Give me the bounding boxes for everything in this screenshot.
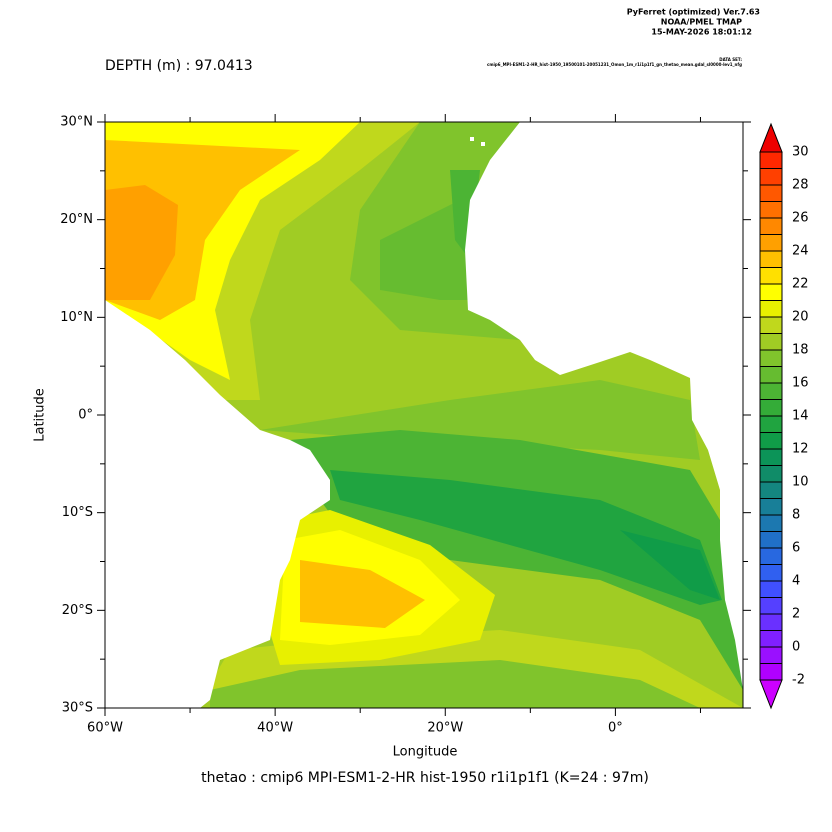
colorbar-band xyxy=(760,498,782,515)
colorbar-band xyxy=(760,185,782,202)
colorbar-band xyxy=(760,416,782,433)
x-tick-label: 40°W xyxy=(257,721,293,736)
colorbar-band xyxy=(760,531,782,548)
colorbar-tick-label: 6 xyxy=(792,541,800,556)
colorbar-band xyxy=(760,548,782,565)
colorbar-band xyxy=(760,333,782,350)
colorbar-band xyxy=(760,267,782,284)
colorbar-tick-label: 4 xyxy=(792,574,800,589)
x-tick-label: 60°W xyxy=(87,721,123,736)
colorbar-band xyxy=(760,614,782,631)
colorbar-band xyxy=(760,564,782,581)
colorbar-band xyxy=(760,366,782,383)
colorbar-tick-label: 30 xyxy=(792,145,809,160)
colorbar-tick-label: 14 xyxy=(792,409,809,424)
colorbar-band xyxy=(760,218,782,235)
y-axis-label: Latitude xyxy=(33,388,48,442)
colorbar-tick-label: 10 xyxy=(792,475,809,490)
y-tick-label: 30°N xyxy=(60,115,93,130)
colorbar-band xyxy=(760,399,782,416)
colorbar-band xyxy=(760,300,782,317)
program: PyFerret (optimized) Ver.7.63 xyxy=(627,8,760,17)
colorbar-band xyxy=(760,581,782,598)
y-tick-label: 10°N xyxy=(60,310,93,325)
colorbar-band xyxy=(760,234,782,251)
colorbar-over xyxy=(759,122,783,153)
colorbar-band xyxy=(760,482,782,499)
colorbar-band xyxy=(760,201,782,218)
colorbar-band xyxy=(760,630,782,647)
y-tick-label: 20°N xyxy=(60,212,93,227)
colorbar-band xyxy=(760,350,782,367)
colorbar-band xyxy=(760,432,782,449)
colorbar-tick-label: 20 xyxy=(792,310,809,325)
x-tick-label: 20°W xyxy=(427,721,463,736)
x-axis-label: Longitude xyxy=(393,745,458,760)
colorbar-band xyxy=(760,465,782,482)
colorbar-band xyxy=(760,449,782,466)
colorbar-tick-label: -2 xyxy=(792,673,805,688)
chart-title: DEPTH (m) : 97.0413 xyxy=(105,58,253,74)
date: 15-MAY-2026 18:01:12 xyxy=(651,28,752,37)
y-tick-label: 20°S xyxy=(62,603,93,618)
colorbar-band xyxy=(760,284,782,301)
colorbar-tick-label: 26 xyxy=(792,211,809,226)
colorbar-tick-label: 12 xyxy=(792,442,809,457)
colorbar-tick-label: 22 xyxy=(792,277,809,292)
dataset-label: DATA SET: xyxy=(719,57,742,62)
org: NOAA/PMEL TMAP xyxy=(661,18,742,27)
colorbar-band xyxy=(760,647,782,664)
colorbar-band xyxy=(760,515,782,532)
colorbar-frame xyxy=(759,151,783,681)
colorbar-band xyxy=(760,251,782,268)
y-tick-label: 30°S xyxy=(62,701,93,716)
colorbar-tick-label: 8 xyxy=(792,508,800,523)
colorbar-band xyxy=(760,317,782,334)
field xyxy=(105,122,743,708)
colorbar-band xyxy=(760,168,782,185)
colorbar-tick-label: 18 xyxy=(792,343,809,358)
y-tick-label: 10°S xyxy=(62,505,93,520)
x-tick-label: 0° xyxy=(608,721,623,736)
caption: thetao : cmip6 MPI-ESM1-2-HR hist-1950 r… xyxy=(201,770,649,786)
colorbar-band xyxy=(760,383,782,400)
colorbar-band xyxy=(760,152,782,169)
colorbar-tick-label: 2 xyxy=(792,607,800,622)
y-tick-label: 0° xyxy=(78,408,93,423)
dataset: cmip6_MPI-ESM1-2-HR_hist-1950_19500101-2… xyxy=(487,62,742,67)
colorbar-tick-label: 24 xyxy=(792,244,809,259)
colorbar-band xyxy=(760,597,782,614)
colorbar-tick-label: 16 xyxy=(792,376,809,391)
colorbar-band xyxy=(760,663,782,680)
colorbar-tick-label: 28 xyxy=(792,178,809,193)
colorbar-tick-label: 0 xyxy=(792,640,800,655)
colorbar-under xyxy=(759,679,783,710)
